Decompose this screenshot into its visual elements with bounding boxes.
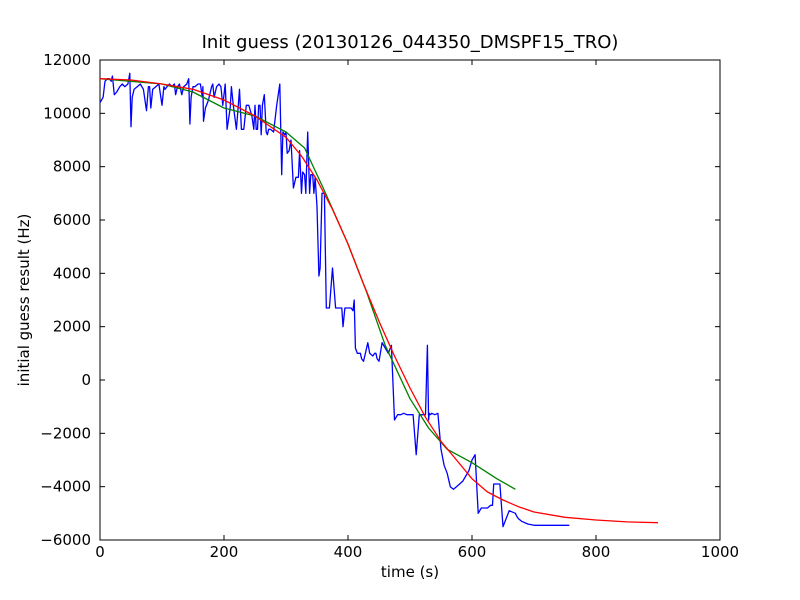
y-axis-title: initial guess result (Hz) — [15, 214, 33, 387]
series-line-3 — [99, 78, 659, 524]
y-tick-label: −4000 — [40, 478, 91, 496]
y-tick-label: 2000 — [53, 318, 91, 336]
x-tick-label: 0 — [95, 543, 105, 561]
y-tick-label: 0 — [81, 371, 91, 389]
x-tick-label: 400 — [334, 543, 363, 561]
x-tick-label: 1000 — [701, 543, 739, 561]
plot-area: 0 200 400 600 800 1000 −6000 −4000 −2000 0 2000 400… — [40, 51, 739, 561]
x-axis-title: time (s) — [381, 563, 439, 581]
tick-layer: 0 200 400 600 800 1000 −6000 −4000 −2000 0 2000 400… — [40, 51, 739, 561]
y-tick-label: 8000 — [53, 158, 91, 176]
chart-title: Init guess (20130126_044350_DMSPF15_TRO) — [202, 32, 619, 53]
plot-frame — [99, 59, 721, 541]
series-layer — [99, 72, 659, 528]
y-tick-label: 6000 — [53, 211, 91, 229]
x-tick-label: 600 — [458, 543, 487, 561]
x-tick-label: 800 — [582, 543, 611, 561]
y-tick-label: 10000 — [43, 104, 91, 122]
y-tick-label: 12000 — [43, 51, 91, 69]
y-tick-label: −2000 — [40, 424, 91, 442]
x-tick-label: 200 — [210, 543, 239, 561]
y-tick-label: −6000 — [40, 531, 91, 549]
y-tick-label: 4000 — [53, 264, 91, 282]
